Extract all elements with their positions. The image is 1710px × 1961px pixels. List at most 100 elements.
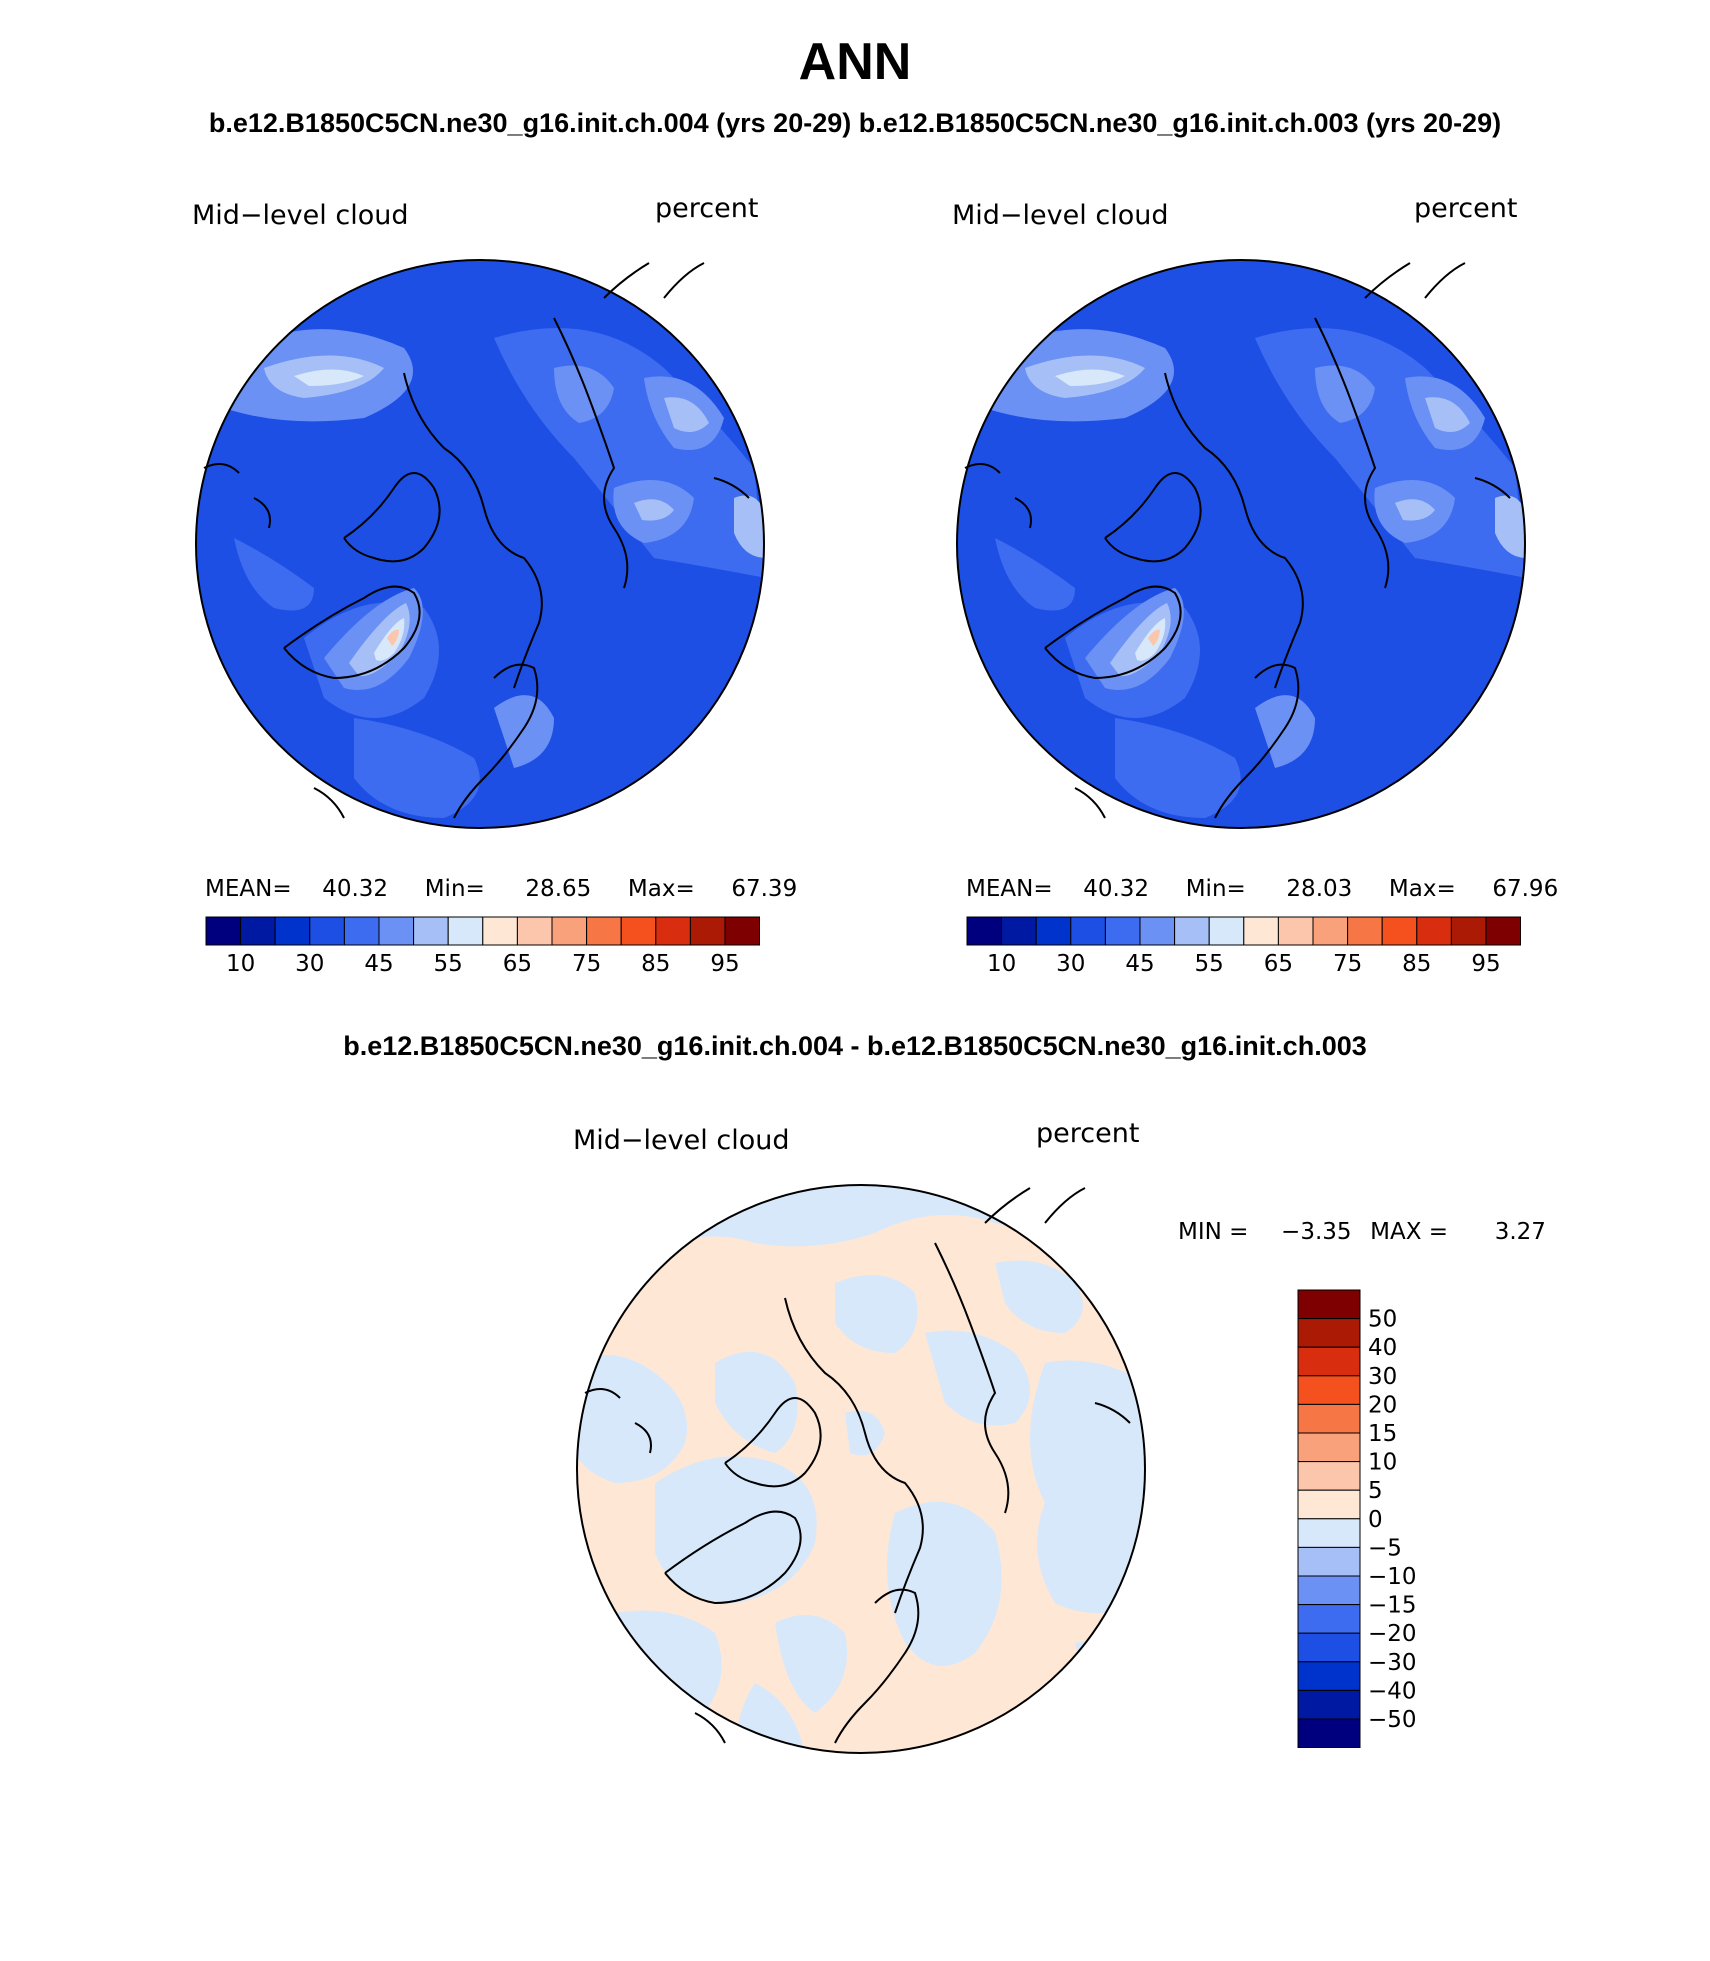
diff-max-label: MAX = [1370, 1219, 1449, 1245]
panel2-units: percent [1414, 193, 1518, 224]
panel2-min-label: Min= [1185, 876, 1246, 902]
panel2-variable: Mid−level cloud [952, 200, 1169, 231]
diff-colorbar-tick-label: −40 [1368, 1678, 1417, 1704]
diff-colorbar-tick-label: 30 [1368, 1364, 1397, 1390]
subtitle-left: b.e12.B1850C5CN.ne30_g16.init.ch.004 (yr… [208, 108, 852, 138]
panel1-max-label: Max= [627, 876, 695, 902]
panel1-mean-label: MEAN= [205, 876, 292, 902]
panel2-colorbar-swatch [1450, 916, 1487, 946]
panel1-colorbar-tick-label: 75 [572, 951, 601, 975]
diff-colorbar-tick-label: −15 [1368, 1593, 1417, 1619]
panel2-colorbar-swatch [1277, 916, 1314, 946]
diff-colorbar-swatch [1297, 1689, 1361, 1720]
diff-colorbar-tick-label: 40 [1368, 1335, 1397, 1361]
panel2-colorbar-swatch [1312, 916, 1349, 946]
panel1-units: percent [655, 193, 759, 224]
diff-colorbar-swatch [1297, 1518, 1361, 1548]
panel1-min-value: 28.65 [525, 876, 592, 902]
panel2-min-value: 28.03 [1286, 876, 1353, 902]
diff-colorbar-swatch [1297, 1489, 1361, 1520]
diff-colorbar-tick-label: 0 [1368, 1507, 1383, 1533]
panel2-colorbar-swatch [1070, 916, 1106, 946]
subtitle-right: b.e12.B1850C5CN.ne30_g16.init.ch.003 (yr… [858, 108, 1502, 138]
diff-colorbar-tick-label: −50 [1368, 1707, 1417, 1733]
panel1-polar-map [195, 259, 765, 829]
diff-colorbar-swatch [1297, 1661, 1361, 1691]
diff-variable: Mid−level cloud [573, 1125, 790, 1156]
panel1-colorbar-swatch [274, 916, 311, 946]
diff-colorbar-swatch [1297, 1375, 1361, 1405]
panel2-colorbar-swatch [1139, 916, 1176, 946]
panel1-colorbar-tick-label: 10 [226, 951, 255, 975]
figure-subtitle: b.e12.B1850C5CN.ne30_g16.init.ch.004 (yr… [0, 108, 1710, 139]
panel1-colorbar-swatch [620, 916, 657, 946]
diff-colorbar-swatch [1297, 1289, 1361, 1320]
panel2-colorbar-tick-label: 65 [1264, 951, 1293, 975]
panel1-colorbar-tick-label: 30 [295, 951, 324, 975]
diff-colorbar-tick-label: 50 [1368, 1307, 1397, 1333]
diff-units: percent [1036, 1118, 1140, 1149]
diff-colorbar-tick-label: 10 [1368, 1450, 1397, 1476]
diff-colorbar-tick-label: −30 [1368, 1650, 1417, 1676]
panel1-colorbar-swatch [447, 916, 484, 946]
panel2-colorbar-swatch [1001, 916, 1037, 946]
diff-min-label: MIN = [1178, 1219, 1249, 1245]
panel2-colorbar-swatch [1381, 916, 1418, 946]
diff-colorbar-swatch [1297, 1575, 1361, 1606]
panel2-max-label: Max= [1388, 876, 1456, 902]
panel1-colorbar-swatch [551, 916, 588, 946]
panel1-colorbar-swatch [655, 916, 691, 946]
diff-colorbar-swatch [1297, 1432, 1361, 1463]
panel1-colorbar-swatch [309, 916, 345, 946]
diff-colorbar-tick-label: −10 [1368, 1564, 1417, 1590]
diff-colorbar-swatch [1297, 1318, 1361, 1348]
panel1-colorbar: 10 30 45 55 65 75 85 95 [205, 916, 760, 975]
panel2-colorbar-tick-label: 10 [987, 951, 1016, 975]
panel2-mean-label: MEAN= [966, 876, 1053, 902]
panel2-colorbar-tick-label: 45 [1125, 951, 1154, 975]
panel2-colorbar-tick-label: 30 [1056, 951, 1085, 975]
diff-max-value: 3.27 [1494, 1219, 1546, 1245]
panel2-colorbar-swatch [966, 916, 1003, 946]
diff-minmax: MIN = −3.35 MAX = 3.27 [1178, 1219, 1546, 1245]
panel1-colorbar-swatch [205, 916, 242, 946]
panel2-colorbar-tick-label: 75 [1333, 951, 1362, 975]
panel1-colorbar-tick-label: 65 [503, 951, 532, 975]
diff-title: b.e12.B1850C5CN.ne30_g16.init.ch.004 - b… [343, 1031, 1367, 1061]
panel1-colorbar-swatch [482, 916, 518, 946]
diff-min-value: −3.35 [1281, 1219, 1352, 1245]
panel2-colorbar-swatch [1174, 916, 1210, 946]
figure-title: ANN [798, 33, 912, 91]
diff-colorbar-swatch [1297, 1632, 1361, 1663]
diff-colorbar-tick-label: −5 [1368, 1535, 1402, 1561]
panel1-stats: MEAN= 40.32 Min= 28.65 Max= 67.39 [205, 876, 797, 902]
panel2-stats: MEAN= 40.32 Min= 28.03 Max= 67.96 [966, 876, 1558, 902]
panel2-colorbar: 10 30 45 55 65 75 85 95 [966, 916, 1521, 975]
diff-colorbar-tick-label: 15 [1368, 1421, 1397, 1447]
diff-colorbar-swatch [1297, 1718, 1361, 1748]
panel1-colorbar-swatch [689, 916, 726, 946]
panel1-colorbar-swatch [378, 916, 415, 946]
panel1-colorbar-tick-label: 45 [364, 951, 393, 975]
panel2-polar-map [956, 259, 1526, 829]
diff-polar-map [576, 1184, 1146, 1754]
panel1-colorbar-tick-label: 55 [434, 951, 463, 975]
panel1-colorbar-swatch [343, 916, 380, 946]
panel1-mean-value: 40.32 [322, 876, 389, 902]
panel2-colorbar-swatch [1208, 916, 1245, 946]
panel1-colorbar-swatch [724, 916, 760, 946]
panel1-colorbar-swatch [516, 916, 553, 946]
panel1-colorbar-tick-label: 85 [641, 951, 670, 975]
panel1-variable: Mid−level cloud [192, 200, 409, 231]
panel2-colorbar-swatch [1416, 916, 1452, 946]
panel2-mean-value: 40.32 [1083, 876, 1150, 902]
diff-colorbar-tick-label: 20 [1368, 1392, 1397, 1418]
panel2-colorbar-swatch [1035, 916, 1072, 946]
diff-colorbar-tick-label: 5 [1368, 1478, 1383, 1504]
diff-colorbar-tick-label: −20 [1368, 1621, 1417, 1647]
diff-colorbar-swatch [1297, 1346, 1361, 1377]
panel2-colorbar-swatch [1104, 916, 1141, 946]
panel1-colorbar-swatch [240, 916, 276, 946]
panel2-colorbar-swatch [1485, 916, 1521, 946]
